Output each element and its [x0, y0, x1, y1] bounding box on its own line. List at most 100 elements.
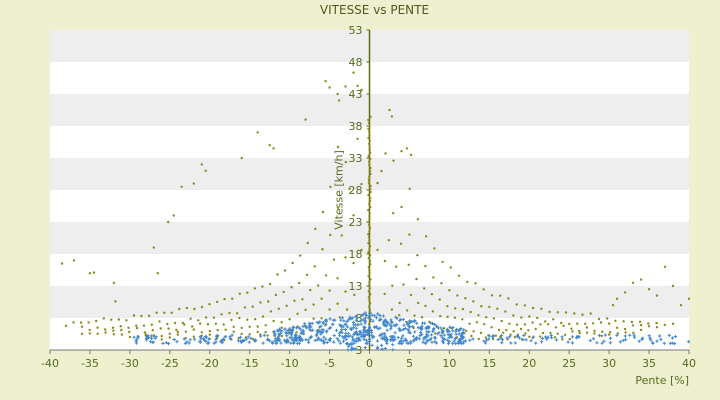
speed-point-low: [457, 339, 461, 343]
speed-point: [368, 163, 371, 167]
speed-point-low: [206, 341, 210, 345]
speed-point-low: [649, 338, 653, 342]
speed-point-low: [313, 338, 317, 342]
speed-point-low: [570, 335, 575, 339]
speed-point-low: [509, 341, 513, 345]
speed-point-low: [214, 340, 218, 344]
speed-point-low: [363, 316, 367, 320]
speed-point: [338, 316, 341, 319]
speed-point-low: [383, 338, 387, 342]
speed-point: [340, 234, 343, 237]
speed-point-low: [440, 339, 445, 343]
speed-point-low: [400, 336, 404, 340]
speed-point: [655, 294, 659, 297]
speed-point-low: [393, 331, 397, 335]
speed-point-low: [319, 332, 323, 336]
speed-point: [367, 290, 371, 293]
speed-point: [454, 307, 457, 310]
speed-point-low: [301, 328, 305, 332]
speed-point-low: [262, 333, 266, 337]
speed-point: [368, 214, 371, 218]
speed-point: [655, 326, 659, 329]
speed-point-low: [430, 340, 434, 344]
speed-point-low: [414, 338, 418, 342]
speed-point: [367, 223, 371, 227]
speed-point-low: [275, 336, 279, 341]
speed-point-low: [302, 322, 307, 326]
speed-point-low: [161, 341, 165, 346]
speed-point: [499, 294, 502, 297]
x-tick-label: 25: [562, 357, 576, 370]
speed-point-low: [370, 313, 374, 317]
speed-point: [360, 182, 363, 186]
speed-point-low: [624, 338, 628, 342]
speed-point: [208, 329, 211, 333]
speed-point-low: [382, 319, 386, 323]
speed-point-low: [621, 338, 625, 342]
speed-point: [376, 181, 379, 185]
speed-point: [184, 330, 187, 333]
speed-point-low: [439, 334, 443, 338]
speed-point: [240, 156, 243, 160]
speed-point-low: [531, 335, 536, 339]
speed-point: [259, 301, 262, 304]
speed-point-low: [354, 326, 358, 330]
speed-point-low: [415, 321, 419, 325]
speed-point: [512, 314, 515, 317]
speed-point: [329, 233, 332, 237]
speed-point: [151, 329, 154, 332]
speed-point: [204, 316, 208, 319]
x-tick-label: 30: [602, 357, 616, 370]
speed-point-low: [340, 327, 344, 332]
speed-point: [88, 332, 92, 335]
speed-point: [87, 321, 90, 324]
speed-point: [483, 323, 486, 326]
speed-point-low: [411, 325, 415, 329]
speed-point-low: [172, 337, 176, 342]
speed-point-low: [384, 336, 389, 340]
speed-point-low: [288, 336, 292, 340]
speed-point: [424, 264, 427, 268]
speed-point-low: [436, 326, 441, 330]
speed-point-low: [373, 325, 377, 329]
speed-point-low: [182, 337, 186, 341]
speed-point-low: [398, 318, 402, 323]
speed-point: [638, 320, 642, 323]
speed-point: [500, 319, 503, 323]
speed-point: [383, 292, 386, 296]
speed-point: [400, 205, 403, 209]
speed-point-low: [363, 311, 367, 315]
speed-point-low: [198, 340, 202, 344]
speed-point-low: [460, 337, 465, 341]
speed-point: [392, 212, 395, 215]
speed-point: [168, 332, 171, 335]
speed-point-low: [298, 338, 302, 342]
speed-point: [531, 306, 535, 310]
y-tick-label: 53: [349, 24, 363, 37]
speed-point-low: [428, 338, 432, 342]
speed-point-low: [286, 328, 290, 333]
x-tick-label: -25: [161, 357, 179, 370]
speed-point: [269, 310, 273, 313]
speed-point-low: [284, 330, 288, 335]
speed-point: [553, 336, 557, 339]
speed-point: [178, 307, 181, 311]
speed-point-low: [401, 328, 405, 332]
speed-point: [352, 261, 355, 265]
speed-point: [407, 263, 410, 266]
speed-point: [348, 187, 351, 191]
speed-point: [214, 322, 217, 325]
speed-point: [192, 328, 195, 331]
speed-point: [170, 311, 173, 314]
speed-point: [176, 333, 179, 336]
speed-point-low: [608, 336, 612, 340]
speed-point: [639, 328, 643, 332]
speed-point-low: [608, 341, 613, 345]
speed-point: [671, 284, 675, 288]
speed-point-low: [395, 316, 399, 320]
speed-point: [539, 335, 542, 338]
speed-point-low: [383, 346, 387, 351]
speed-point: [332, 258, 336, 261]
speed-point-low: [373, 314, 377, 318]
speed-point: [96, 332, 99, 335]
